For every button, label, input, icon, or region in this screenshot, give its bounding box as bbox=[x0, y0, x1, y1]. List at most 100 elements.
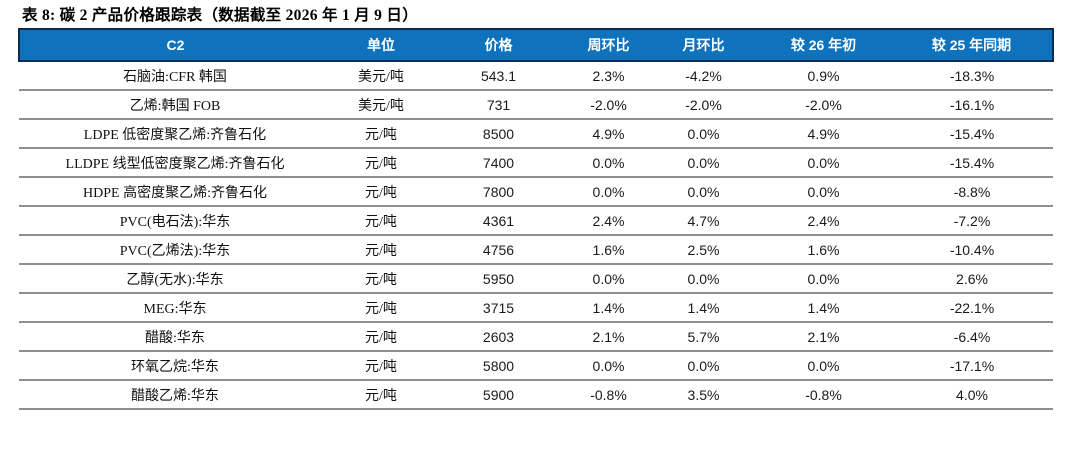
yoy-cell: -16.1% bbox=[891, 90, 1053, 120]
unit-cell: 元/吨 bbox=[331, 235, 431, 265]
yoy-cell: -8.8% bbox=[891, 177, 1053, 207]
mom-cell: 1.4% bbox=[651, 293, 756, 323]
product-name-cell: MEG:华东 bbox=[19, 293, 331, 323]
yoy-cell: 4.0% bbox=[891, 380, 1053, 410]
mom-cell: -2.0% bbox=[651, 90, 756, 120]
col-header-price: 价格 bbox=[431, 28, 566, 62]
mom-cell: 4.7% bbox=[651, 206, 756, 236]
table-row: 乙烯:韩国 FOB 美元/吨 731 -2.0% -2.0% -2.0% -16.1% bbox=[19, 90, 1053, 120]
table-row: 石脑油:CFR 韩国 美元/吨 543.1 2.3% -4.2% 0.9% -18.3% bbox=[19, 61, 1053, 91]
product-name-cell: PVC(乙烯法):华东 bbox=[19, 235, 331, 265]
price-cell: 7800 bbox=[431, 177, 566, 207]
ytd-cell: 1.6% bbox=[756, 235, 891, 265]
ytd-cell: 0.0% bbox=[756, 264, 891, 294]
price-cell: 3715 bbox=[431, 293, 566, 323]
table-title: 表 8: 碳 2 产品价格跟踪表（数据截至 2026 年 1 月 9 日） bbox=[22, 7, 419, 24]
product-name-cell: PVC(电石法):华东 bbox=[19, 206, 331, 236]
ytd-cell: 2.1% bbox=[756, 322, 891, 352]
mom-cell: 2.5% bbox=[651, 235, 756, 265]
table-row: 醋酸:华东 元/吨 2603 2.1% 5.7% 2.1% -6.4% bbox=[19, 322, 1053, 352]
product-name-cell: LDPE 低密度聚乙烯:齐鲁石化 bbox=[19, 119, 331, 149]
ytd-cell: 2.4% bbox=[756, 206, 891, 236]
wow-cell: 4.9% bbox=[566, 119, 651, 149]
mom-cell: 3.5% bbox=[651, 380, 756, 410]
table-row: PVC(电石法):华东 元/吨 4361 2.4% 4.7% 2.4% -7.2% bbox=[19, 206, 1053, 236]
col-header-c2: C2 bbox=[18, 28, 331, 62]
ytd-cell: -2.0% bbox=[756, 90, 891, 120]
wow-cell: 2.3% bbox=[566, 61, 651, 91]
wow-cell: -2.0% bbox=[566, 90, 651, 120]
table-row: LDPE 低密度聚乙烯:齐鲁石化 元/吨 8500 4.9% 0.0% 4.9% -15.4… bbox=[19, 119, 1053, 149]
col-header-wow: 周环比 bbox=[566, 28, 651, 62]
product-name-cell: LLDPE 线型低密度聚乙烯:齐鲁石化 bbox=[19, 148, 331, 178]
wow-cell: 2.4% bbox=[566, 206, 651, 236]
wow-cell: 0.0% bbox=[566, 148, 651, 178]
table-row: 醋酸乙烯:华东 元/吨 5900 -0.8% 3.5% -0.8% 4.0% bbox=[19, 380, 1053, 410]
wow-cell: 0.0% bbox=[566, 264, 651, 294]
ytd-cell: 4.9% bbox=[756, 119, 891, 149]
table-row: LLDPE 线型低密度聚乙烯:齐鲁石化 元/吨 7400 0.0% 0.0% 0.0% -1… bbox=[19, 148, 1053, 178]
unit-cell: 元/吨 bbox=[331, 293, 431, 323]
product-name-cell: 乙醇(无水):华东 bbox=[19, 264, 331, 294]
mom-cell: 0.0% bbox=[651, 148, 756, 178]
table-row: HDPE 高密度聚乙烯:齐鲁石化 元/吨 7800 0.0% 0.0% 0.0% -8.8% bbox=[19, 177, 1053, 207]
yoy-cell: 2.6% bbox=[891, 264, 1053, 294]
price-cell: 5800 bbox=[431, 351, 566, 381]
unit-cell: 元/吨 bbox=[331, 264, 431, 294]
price-tracking-table: C2 单位 价格 周环比 月环比 较 26 年初 较 25 年同期 石脑油:CF… bbox=[18, 28, 1054, 410]
col-header-unit: 单位 bbox=[331, 28, 431, 62]
mom-cell: 0.0% bbox=[651, 351, 756, 381]
col-header-ytd: 较 26 年初 bbox=[756, 28, 891, 62]
price-cell: 4361 bbox=[431, 206, 566, 236]
wow-cell: 1.4% bbox=[566, 293, 651, 323]
unit-cell: 元/吨 bbox=[331, 119, 431, 149]
wow-cell: -0.8% bbox=[566, 380, 651, 410]
yoy-cell: -6.4% bbox=[891, 322, 1053, 352]
table-body: 石脑油:CFR 韩国 美元/吨 543.1 2.3% -4.2% 0.9% -18.3% 乙烯… bbox=[19, 61, 1053, 410]
mom-cell: 0.0% bbox=[651, 264, 756, 294]
yoy-cell: -22.1% bbox=[891, 293, 1053, 323]
unit-cell: 元/吨 bbox=[331, 148, 431, 178]
unit-cell: 美元/吨 bbox=[331, 61, 431, 91]
price-cell: 7400 bbox=[431, 148, 566, 178]
ytd-cell: 0.0% bbox=[756, 177, 891, 207]
product-name-cell: 醋酸:华东 bbox=[19, 322, 331, 352]
yoy-cell: -10.4% bbox=[891, 235, 1053, 265]
unit-cell: 元/吨 bbox=[331, 177, 431, 207]
unit-cell: 元/吨 bbox=[331, 322, 431, 352]
yoy-cell: -7.2% bbox=[891, 206, 1053, 236]
product-name-cell: HDPE 高密度聚乙烯:齐鲁石化 bbox=[19, 177, 331, 207]
mom-cell: 0.0% bbox=[651, 177, 756, 207]
col-header-yoy: 较 25 年同期 bbox=[891, 28, 1054, 62]
table-row: 环氧乙烷:华东 元/吨 5800 0.0% 0.0% 0.0% -17.1% bbox=[19, 351, 1053, 381]
table-row: PVC(乙烯法):华东 元/吨 4756 1.6% 2.5% 1.6% -10.4% bbox=[19, 235, 1053, 265]
yoy-cell: -15.4% bbox=[891, 119, 1053, 149]
product-name-cell: 乙烯:韩国 FOB bbox=[19, 90, 331, 120]
price-cell: 5950 bbox=[431, 264, 566, 294]
product-name-cell: 石脑油:CFR 韩国 bbox=[19, 61, 331, 91]
header-row: C2 单位 价格 周环比 月环比 较 26 年初 较 25 年同期 bbox=[18, 28, 1054, 62]
table-row: MEG:华东 元/吨 3715 1.4% 1.4% 1.4% -22.1% bbox=[19, 293, 1053, 323]
wow-cell: 1.6% bbox=[566, 235, 651, 265]
price-cell: 731 bbox=[431, 90, 566, 120]
ytd-cell: 0.0% bbox=[756, 148, 891, 178]
price-cell: 8500 bbox=[431, 119, 566, 149]
ytd-cell: -0.8% bbox=[756, 380, 891, 410]
unit-cell: 元/吨 bbox=[331, 380, 431, 410]
price-cell: 5900 bbox=[431, 380, 566, 410]
yoy-cell: -17.1% bbox=[891, 351, 1053, 381]
table-row: 乙醇(无水):华东 元/吨 5950 0.0% 0.0% 0.0% 2.6% bbox=[19, 264, 1053, 294]
product-name-cell: 环氧乙烷:华东 bbox=[19, 351, 331, 381]
price-cell: 4756 bbox=[431, 235, 566, 265]
mom-cell: 5.7% bbox=[651, 322, 756, 352]
price-cell: 543.1 bbox=[431, 61, 566, 91]
ytd-cell: 1.4% bbox=[756, 293, 891, 323]
yoy-cell: -18.3% bbox=[891, 61, 1053, 91]
price-cell: 2603 bbox=[431, 322, 566, 352]
wow-cell: 2.1% bbox=[566, 322, 651, 352]
product-name-cell: 醋酸乙烯:华东 bbox=[19, 380, 331, 410]
ytd-cell: 0.9% bbox=[756, 61, 891, 91]
mom-cell: -4.2% bbox=[651, 61, 756, 91]
unit-cell: 元/吨 bbox=[331, 206, 431, 236]
